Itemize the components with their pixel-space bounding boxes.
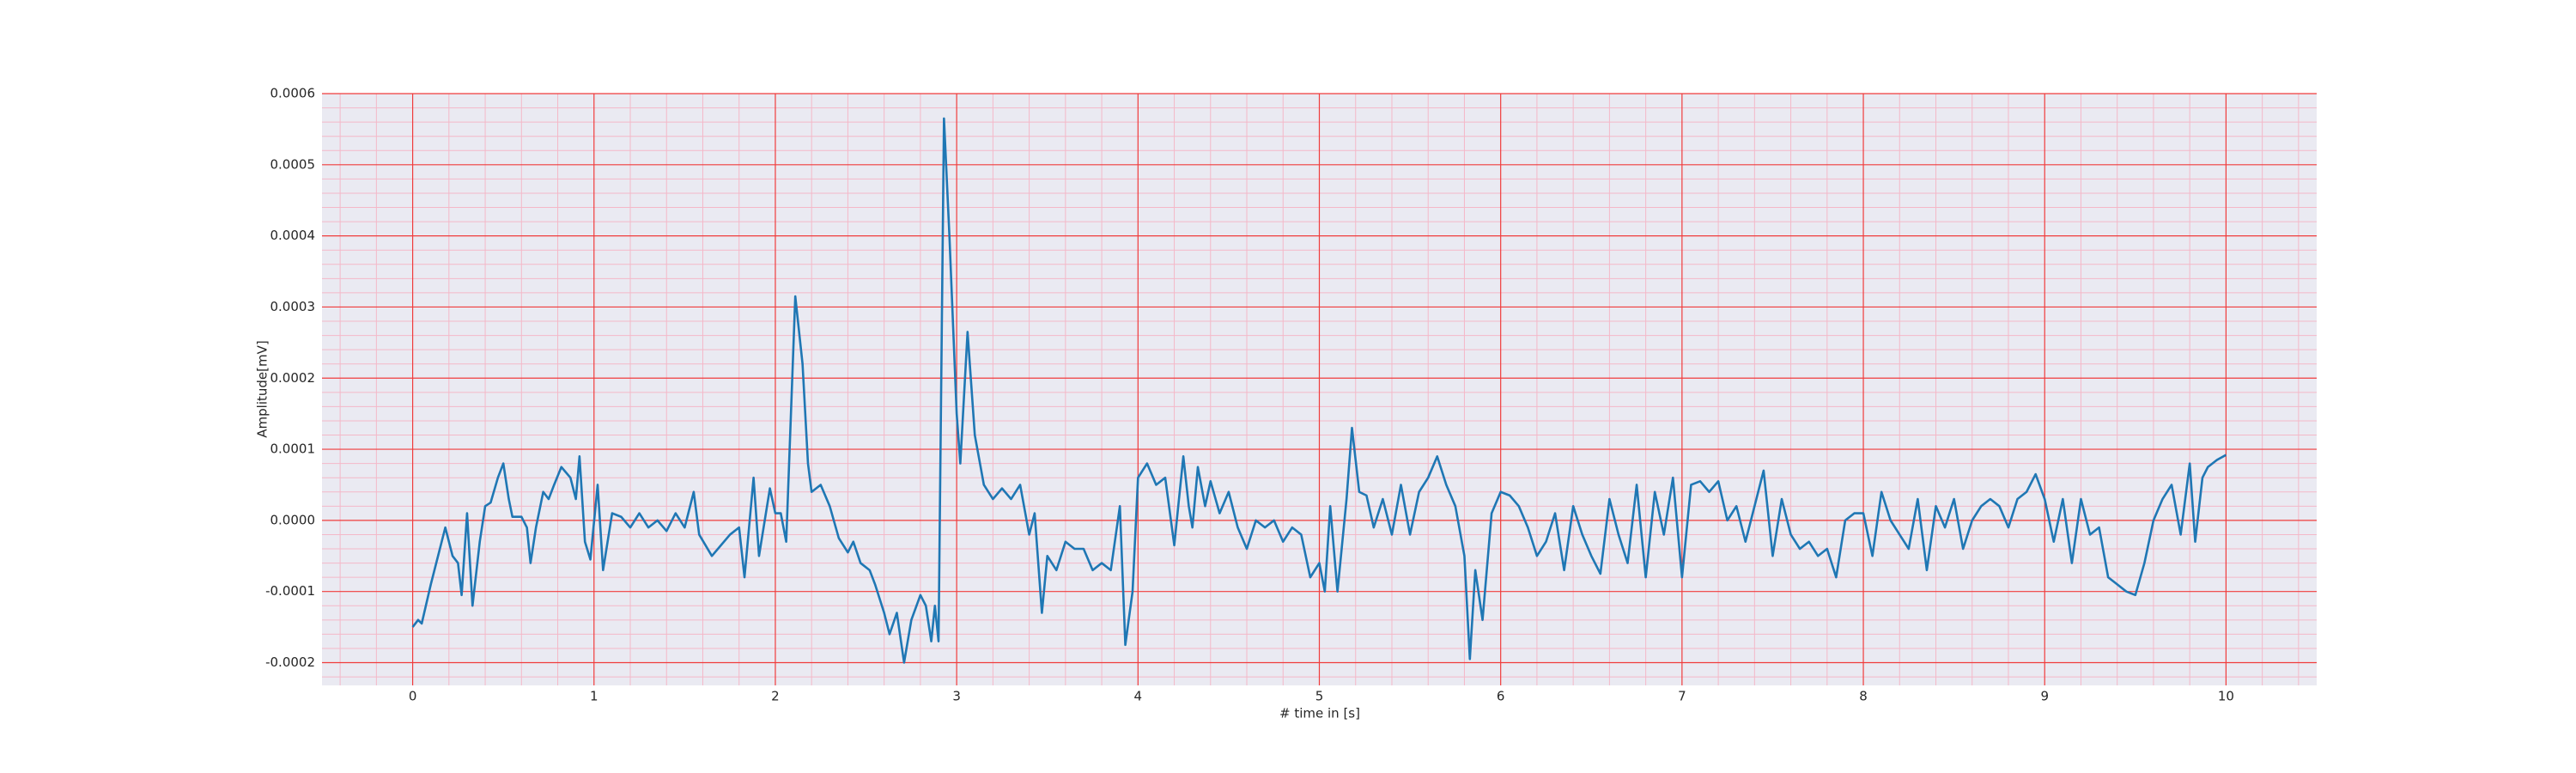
y-tick-label: 0.0001 xyxy=(270,441,316,457)
signal-line xyxy=(411,117,2227,664)
x-tick-label: 0 xyxy=(409,689,417,704)
x-tick-label: 2 xyxy=(771,689,780,704)
x-tick-label: 1 xyxy=(590,689,598,704)
y-tick-label: 0.0000 xyxy=(270,512,316,527)
x-tick-label: 5 xyxy=(1315,689,1324,704)
x-tick-label: 7 xyxy=(1678,689,1686,704)
x-tick-label: 3 xyxy=(952,689,961,704)
x-tick-label: 10 xyxy=(2218,689,2234,704)
y-axis-label: Amplitude[mV] xyxy=(255,340,270,437)
y-tick-label: 0.0004 xyxy=(270,228,316,243)
x-axis-label: # time in [s] xyxy=(1279,706,1360,721)
y-tick-label: 0.0003 xyxy=(270,299,316,314)
y-tick-label: -0.0002 xyxy=(265,654,315,670)
x-tick-label: 8 xyxy=(1859,689,1868,704)
y-tick-label: 0.0002 xyxy=(270,370,316,386)
y-tick-label: 0.0005 xyxy=(270,156,316,172)
x-tick-label: 4 xyxy=(1134,689,1143,704)
y-tick-label: -0.0001 xyxy=(265,583,315,599)
x-tick-label: 6 xyxy=(1497,689,1505,704)
y-tick-label: 0.0006 xyxy=(270,86,316,101)
x-tick-label: 9 xyxy=(2040,689,2049,704)
